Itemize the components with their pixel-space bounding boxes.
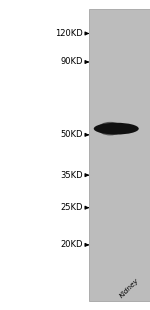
Ellipse shape [94, 123, 139, 135]
Text: 90KD: 90KD [61, 57, 83, 67]
Text: 35KD: 35KD [61, 170, 83, 180]
Ellipse shape [98, 122, 123, 135]
Text: 120KD: 120KD [56, 29, 83, 38]
Bar [89, 9, 150, 301]
Text: 25KD: 25KD [61, 203, 83, 212]
Text: Kidney: Kidney [118, 277, 140, 299]
Text: 50KD: 50KD [61, 130, 83, 140]
Text: 20KD: 20KD [61, 240, 83, 250]
